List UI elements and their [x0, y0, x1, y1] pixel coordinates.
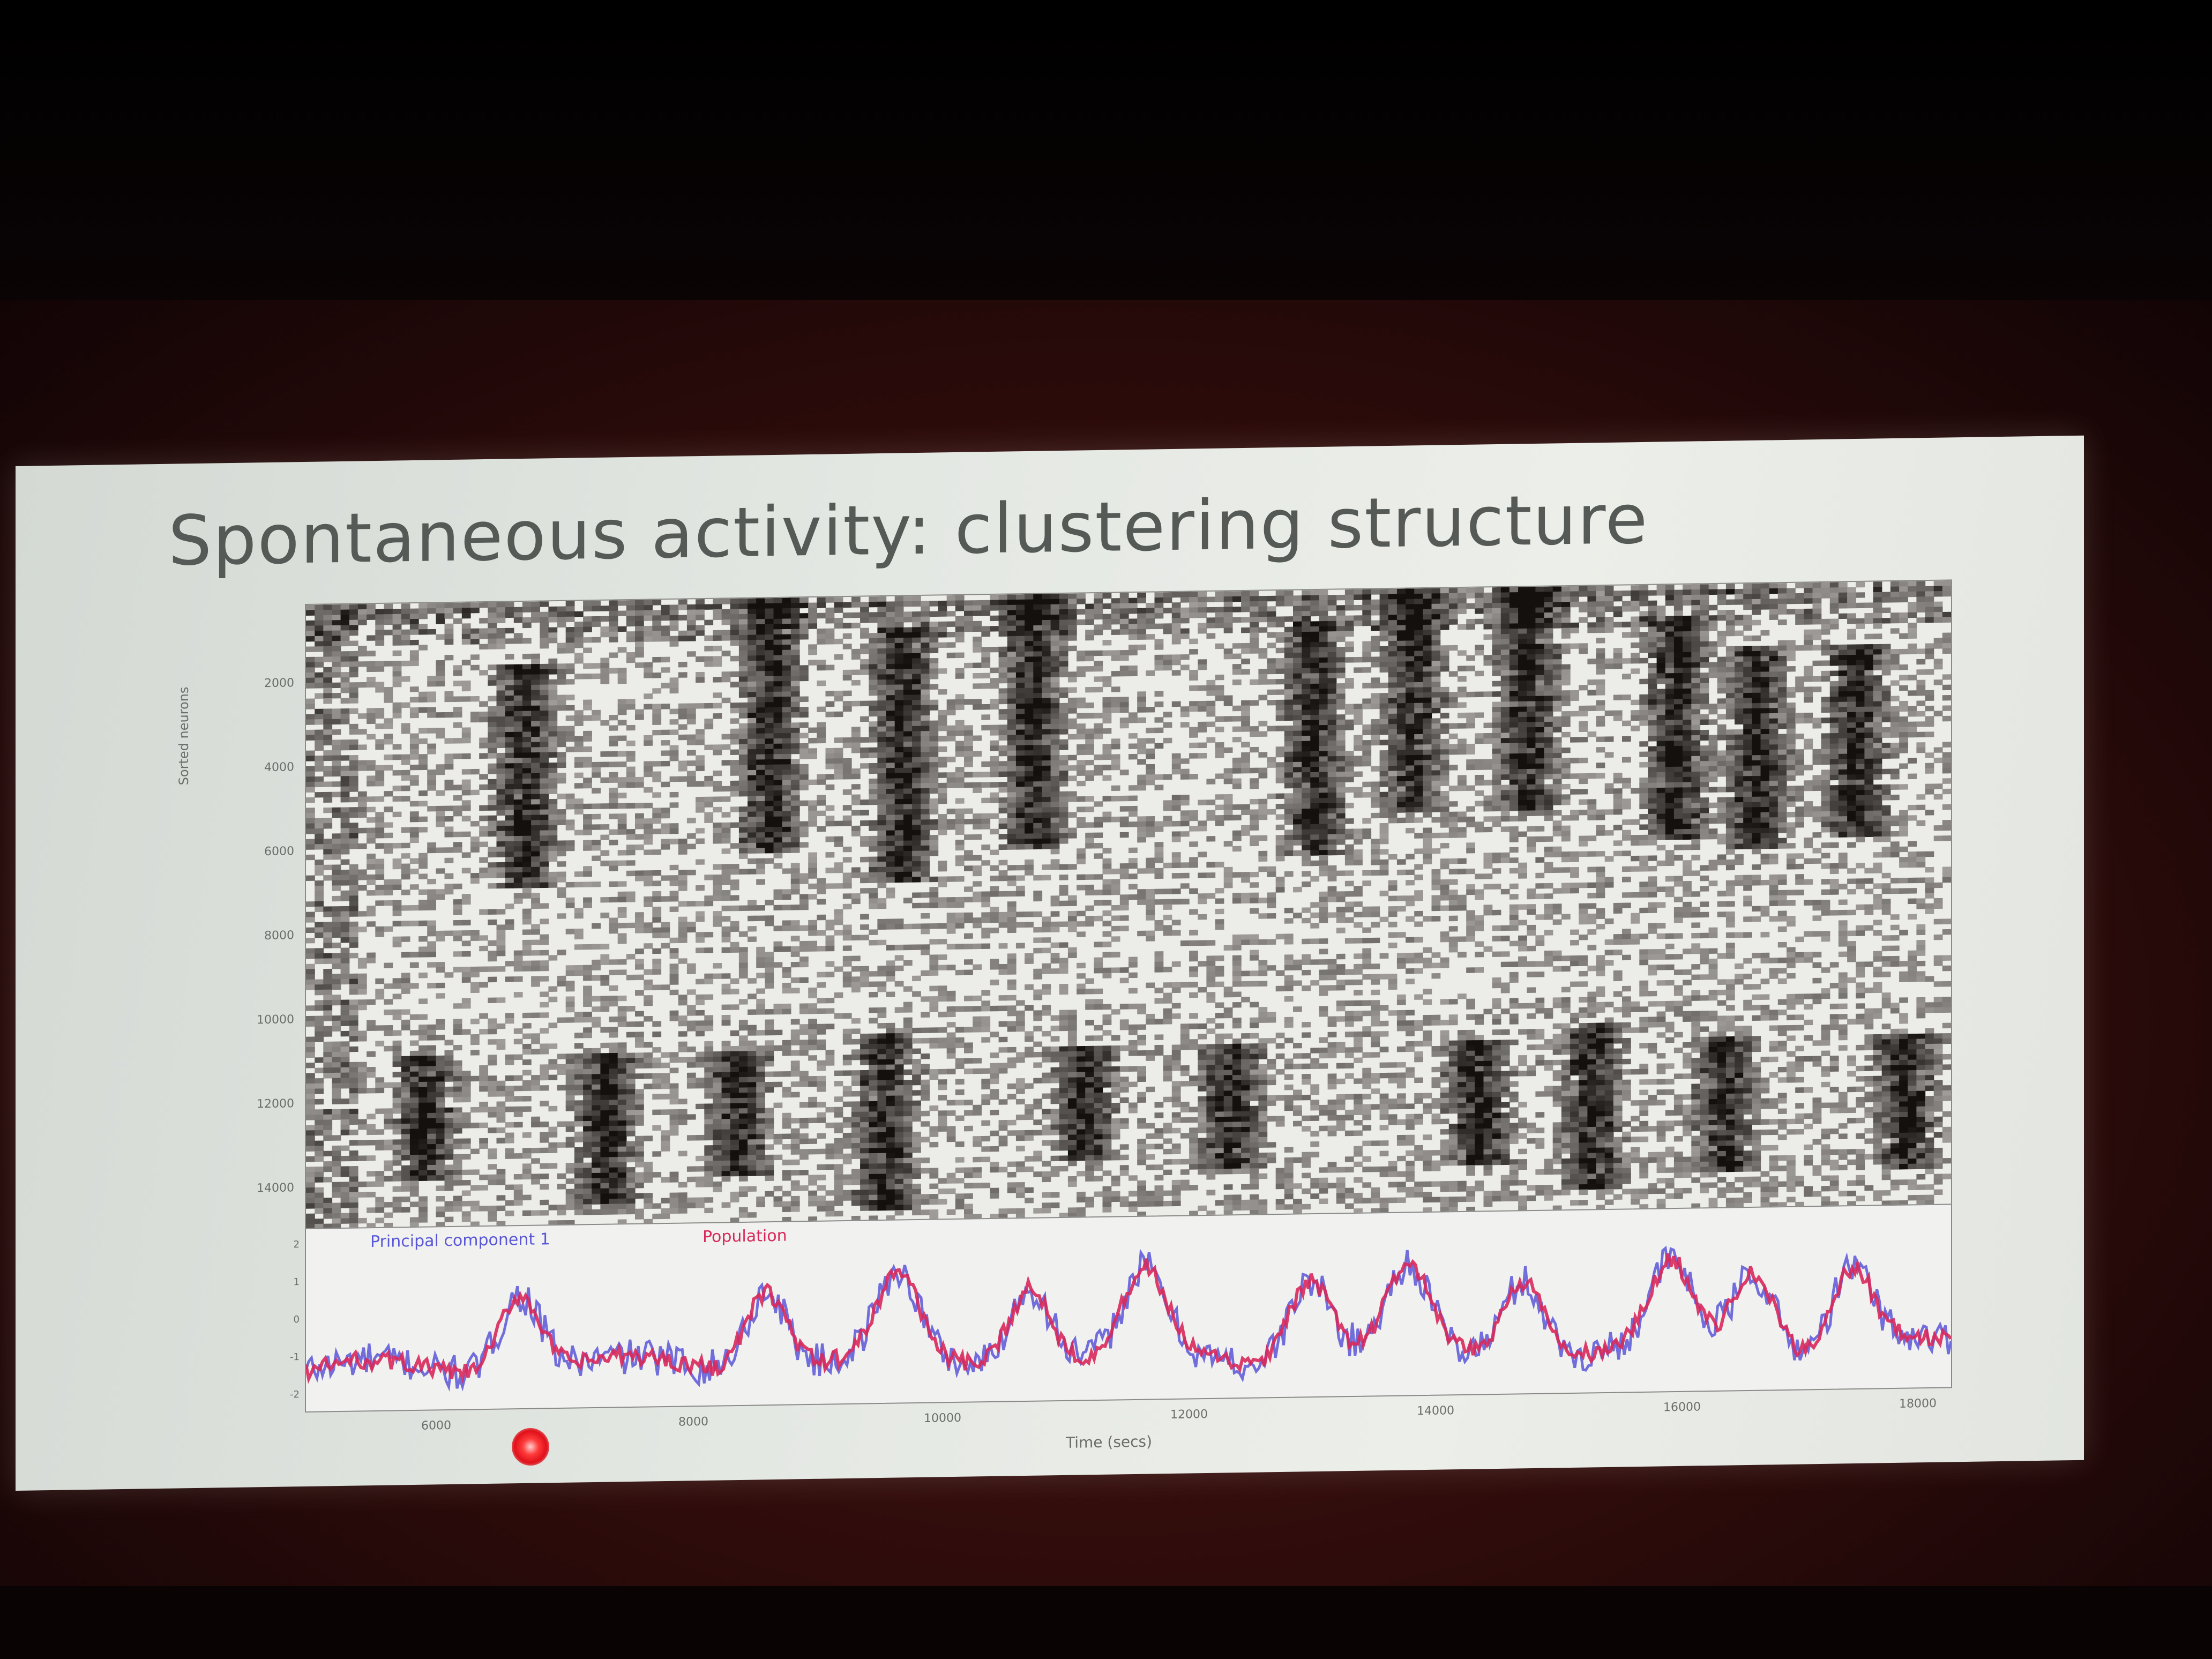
trace-y-tick: -1 — [290, 1351, 300, 1363]
trace-y-tick: -2 — [290, 1389, 300, 1401]
legend-population: Population — [703, 1226, 787, 1246]
legend-principal-component: Principal component 1 — [370, 1230, 550, 1252]
raster-y-tick: 14000 — [257, 1181, 294, 1195]
dark-room-top — [0, 0, 2212, 332]
trace-x-tick: 16000 — [1663, 1400, 1701, 1415]
trace-x-tick: 18000 — [1899, 1396, 1937, 1411]
trace-x-axis-label: Time (secs) — [1066, 1432, 1153, 1452]
slide-title: Spontaneous activity: clustering structu… — [168, 479, 1649, 581]
raster-heatmap — [306, 580, 1951, 1229]
trace-lines — [306, 1245, 1951, 1392]
raster-y-tick: 10000 — [257, 1013, 294, 1027]
trace-y-tick: 2 — [293, 1239, 300, 1251]
dark-room-bottom — [0, 1586, 2212, 1659]
trace-x-tick: 14000 — [1417, 1404, 1454, 1418]
raster-y-tick: 4000 — [264, 760, 294, 775]
projected-slide: Spontaneous activity: clustering structu… — [16, 435, 2084, 1491]
trace-x-tick: 6000 — [421, 1418, 451, 1433]
raster-y-tick: 8000 — [264, 929, 294, 943]
activity-trace-plot: Principal component 1 Population — [305, 1204, 1952, 1413]
raster-y-tick: 12000 — [257, 1097, 294, 1111]
trace-x-tick: 12000 — [1170, 1407, 1208, 1422]
raster-y-tick: 6000 — [264, 845, 294, 859]
population-line — [306, 1253, 1951, 1384]
trace-y-tick: 0 — [293, 1314, 300, 1326]
neural-raster-plot — [305, 579, 1952, 1230]
trace-y-tick: 1 — [293, 1276, 300, 1288]
raster-y-tick: 2000 — [264, 676, 294, 691]
laser-pointer-icon — [512, 1428, 549, 1466]
trace-x-tick: 8000 — [678, 1415, 708, 1429]
trace-x-tick: 10000 — [924, 1411, 961, 1425]
raster-y-axis-label: Sorted neurons — [176, 686, 191, 786]
